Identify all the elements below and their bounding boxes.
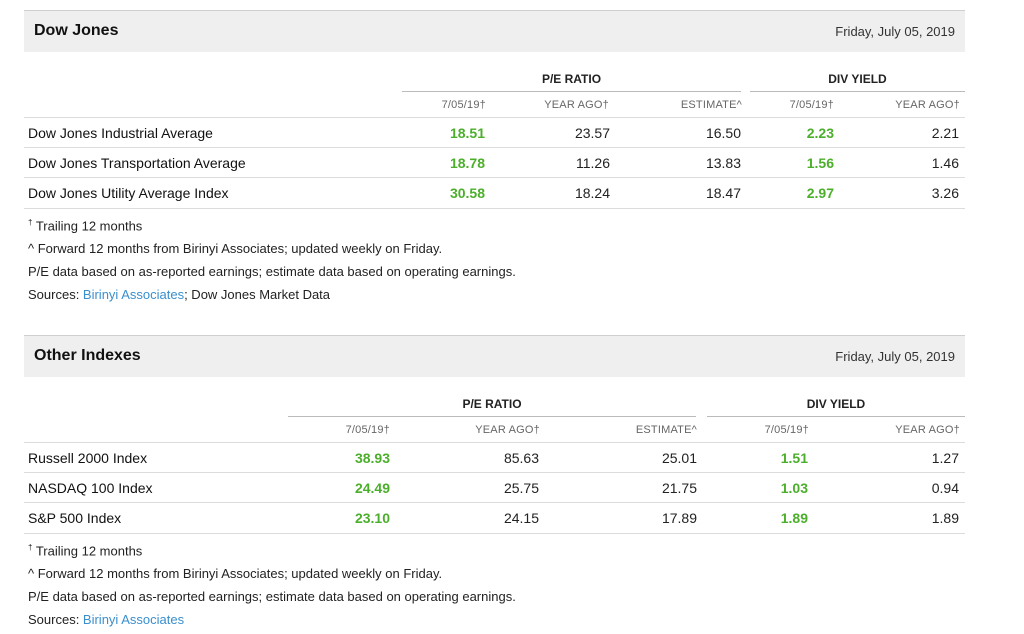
div-current-value: 1.89 xyxy=(780,510,808,526)
pe-year-ago-value: 85.63 xyxy=(503,450,539,466)
birinyi-associates-link[interactable]: Birinyi Associates xyxy=(82,612,185,627)
index-name[interactable]: Russell 2000 Index xyxy=(28,450,148,466)
col-pe-year-ago: YEAR AGO† xyxy=(544,99,609,111)
footnote-trailing: † Trailing 12 months xyxy=(28,543,143,559)
pe-year-ago-value: 25.75 xyxy=(503,480,539,496)
div-current-value: 2.97 xyxy=(806,185,834,201)
div-year-ago-value: 0.94 xyxy=(931,480,959,496)
pe-year-ago-value: 24.15 xyxy=(503,510,539,526)
footnote-sources: Sources: Birinyi Associates xyxy=(28,612,185,627)
div-yield-group-header: DIV YIELD xyxy=(750,72,965,92)
index-name[interactable]: NASDAQ 100 Index xyxy=(28,480,153,496)
div-yield-group-header: DIV YIELD xyxy=(707,397,965,417)
table-row[interactable]: Russell 2000 Index 38.93 85.63 25.01 1.5… xyxy=(24,442,965,473)
footnote-trailing: † Trailing 12 months xyxy=(28,218,143,234)
pe-year-ago-value: 11.26 xyxy=(576,155,610,171)
div-year-ago-value: 1.46 xyxy=(931,155,959,171)
index-name[interactable]: Dow Jones Utility Average Index xyxy=(28,185,229,201)
pe-current-value: 38.93 xyxy=(354,450,390,466)
index-name[interactable]: Dow Jones Industrial Average xyxy=(28,125,213,141)
index-name[interactable]: S&P 500 Index xyxy=(28,510,122,526)
section-date: Friday, July 05, 2019 xyxy=(835,349,955,364)
col-div-year-ago: YEAR AGO† xyxy=(895,99,960,111)
col-pe-estimate: ESTIMATE^ xyxy=(635,424,697,436)
col-pe-current: 7/05/19† xyxy=(441,99,486,111)
div-current-value: 1.56 xyxy=(806,155,834,171)
div-year-ago-value: 2.21 xyxy=(931,125,959,141)
table-row[interactable]: Dow Jones Utility Average Index 30.58 18… xyxy=(24,177,965,209)
pe-ratio-group-header: P/E RATIO xyxy=(402,72,741,92)
div-current-value: 1.51 xyxy=(780,450,808,466)
div-current-value: 1.03 xyxy=(780,480,808,496)
footnote-sources: Sources: Birinyi Associates; Dow Jones M… xyxy=(28,287,331,302)
pe-estimate-value: 16.50 xyxy=(705,125,741,141)
index-name[interactable]: Dow Jones Transportation Average xyxy=(28,155,246,171)
col-pe-estimate: ESTIMATE^ xyxy=(680,99,742,111)
div-year-ago-value: 1.89 xyxy=(931,510,959,526)
section-header: Dow Jones Friday, July 05, 2019 xyxy=(24,10,965,52)
section-date: Friday, July 05, 2019 xyxy=(835,24,955,39)
pe-estimate-value: 25.01 xyxy=(661,450,697,466)
dow-jones-section: Dow Jones Friday, July 05, 2019 P/E RATI… xyxy=(24,10,965,310)
col-div-current: 7/05/19† xyxy=(789,99,834,111)
pe-estimate-value: 21.75 xyxy=(661,480,697,496)
pe-current-value: 18.78 xyxy=(449,155,485,171)
pe-estimate-value: 18.47 xyxy=(705,185,741,201)
pe-year-ago-value: 18.24 xyxy=(574,185,610,201)
pe-year-ago-value: 23.57 xyxy=(574,125,610,141)
table-row[interactable]: NASDAQ 100 Index 24.49 25.75 21.75 1.03 … xyxy=(24,472,965,503)
table-row[interactable]: Dow Jones Industrial Average 18.51 23.57… xyxy=(24,117,965,148)
div-year-ago-value: 3.26 xyxy=(931,185,959,201)
col-div-year-ago: YEAR AGO† xyxy=(895,424,960,436)
pe-current-value: 23.10 xyxy=(354,510,390,526)
col-pe-year-ago: YEAR AGO† xyxy=(475,424,540,436)
pe-current-value: 30.58 xyxy=(449,185,485,201)
footnote-pe-data: P/E data based on as-reported earnings; … xyxy=(28,589,516,604)
footnote-pe-data: P/E data based on as-reported earnings; … xyxy=(28,264,516,279)
other-indexes-section: Other Indexes Friday, July 05, 2019 P/E … xyxy=(24,335,965,634)
footnote-forward: ^ Forward 12 months from Birinyi Associa… xyxy=(28,241,443,256)
birinyi-associates-link[interactable]: Birinyi Associates xyxy=(82,287,185,302)
pe-current-value: 18.51 xyxy=(449,125,485,141)
table-row[interactable]: Dow Jones Transportation Average 18.78 1… xyxy=(24,147,965,178)
col-div-current: 7/05/19† xyxy=(764,424,809,436)
table-row[interactable]: S&P 500 Index 23.10 24.15 17.89 1.89 1.8… xyxy=(24,502,965,534)
pe-estimate-value: 17.89 xyxy=(661,510,697,526)
pe-estimate-value: 13.83 xyxy=(705,155,741,171)
pe-ratio-group-header: P/E RATIO xyxy=(288,397,696,417)
col-pe-current: 7/05/19† xyxy=(345,424,390,436)
section-header: Other Indexes Friday, July 05, 2019 xyxy=(24,335,965,377)
footnote-forward: ^ Forward 12 months from Birinyi Associa… xyxy=(28,566,443,581)
div-current-value: 2.23 xyxy=(806,125,834,141)
pe-current-value: 24.49 xyxy=(354,480,390,496)
section-title: Dow Jones xyxy=(34,22,119,39)
div-year-ago-value: 1.27 xyxy=(931,450,959,466)
section-title: Other Indexes xyxy=(34,347,141,364)
